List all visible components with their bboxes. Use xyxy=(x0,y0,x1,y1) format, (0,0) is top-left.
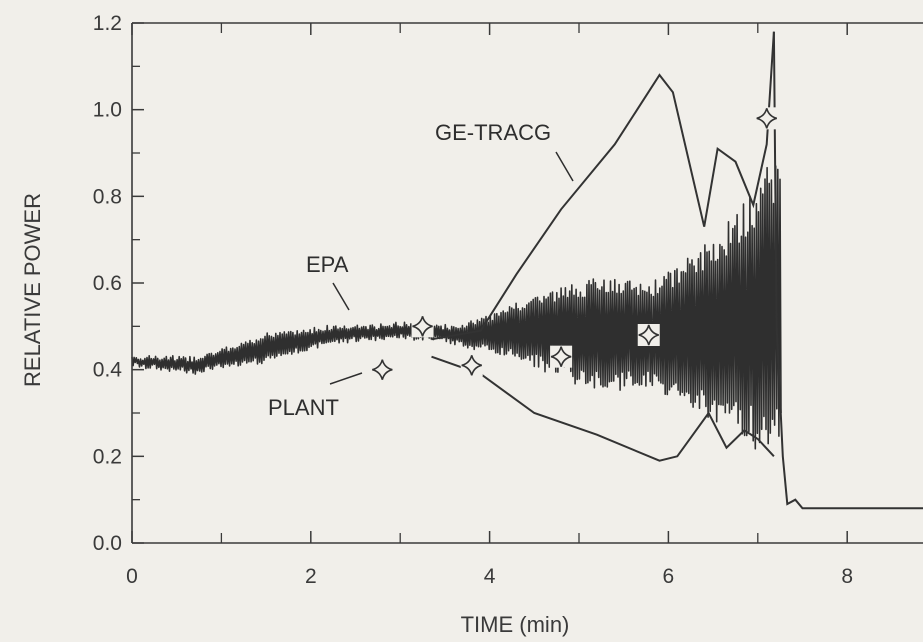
annotation-epa: EPA xyxy=(306,252,349,277)
x-axis-title: TIME (min) xyxy=(461,612,570,637)
annotation-ge-tracg-arrow xyxy=(555,151,574,182)
ge-tracg-upper-line xyxy=(431,31,775,341)
axes-layer: 0 2 4 6 8 0.0 0.2 0.4 0.6 0.8 1.0 1.2 xyxy=(93,12,923,588)
epa-marker-bg xyxy=(460,354,483,377)
y-tick-label: 0.2 xyxy=(93,445,122,468)
y-tick-label: 1.2 xyxy=(93,12,122,35)
x-tick-label: 4 xyxy=(484,565,496,588)
annotation-epa-arrow xyxy=(332,282,350,311)
epa-marker xyxy=(756,108,777,129)
epa-marker xyxy=(461,355,482,376)
ge-tracg-tail-line xyxy=(772,31,923,510)
y-tick-label: 0.0 xyxy=(93,532,122,555)
epa-marker-bg xyxy=(371,358,394,381)
epa-marker-bg xyxy=(755,107,778,130)
annotation-plant: PLANT xyxy=(268,395,339,420)
epa-marker xyxy=(550,346,572,367)
x-tick-label: 8 xyxy=(841,565,853,588)
annotation-layer: GE-TRACG EPA PLANT xyxy=(268,120,574,420)
epa-marker-bg xyxy=(411,315,434,338)
y-tick-label: 0.4 xyxy=(93,359,123,382)
epa-marker xyxy=(638,324,659,346)
x-tick-label: 0 xyxy=(126,565,138,588)
x-tick-label: 2 xyxy=(305,565,317,588)
y-tick-label: 0.8 xyxy=(93,185,122,208)
epa-marker xyxy=(372,359,393,380)
annotation-ge-tracg: GE-TRACG xyxy=(435,120,551,145)
ge-tracg-lower-line xyxy=(431,355,775,462)
x-tick-label: 6 xyxy=(663,565,675,588)
y-tick-label: 0.6 xyxy=(93,272,122,295)
epa-marker-bg xyxy=(637,324,660,346)
epa-marker xyxy=(412,316,433,337)
annotation-plant-arrow xyxy=(329,372,363,385)
epa-marker-bg xyxy=(550,345,573,368)
y-tick-label: 1.0 xyxy=(93,99,122,122)
plant-series-line xyxy=(131,165,782,450)
series-layer xyxy=(131,31,923,510)
y-axis-title: RELATIVE POWER xyxy=(20,193,45,387)
